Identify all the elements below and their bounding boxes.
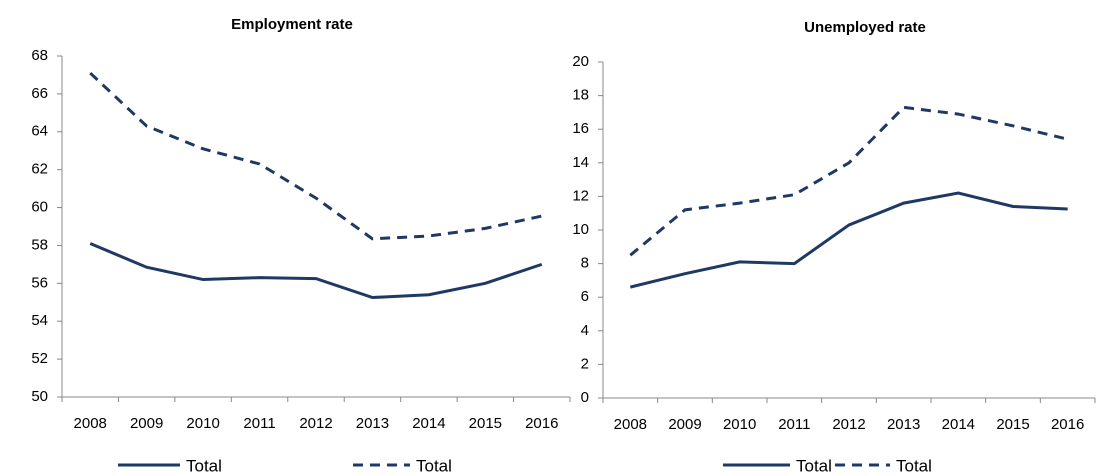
chart-title: Unemployed rate xyxy=(804,19,926,36)
series-line xyxy=(89,242,543,300)
y-tick-label: 56 xyxy=(31,274,48,291)
x-tick-label: 2008 xyxy=(614,416,647,433)
y-tick-label: 58 xyxy=(31,236,48,253)
x-tick-label: 2010 xyxy=(723,416,756,433)
x-tick-label: 2008 xyxy=(74,415,107,432)
x-tick-label: 2013 xyxy=(356,415,389,432)
legend-label: Total xyxy=(186,456,222,475)
y-tick-label: 62 xyxy=(31,161,48,178)
x-tick-label: 2010 xyxy=(186,415,219,432)
y-tick-label: 50 xyxy=(31,388,48,405)
x-tick-label: 2011 xyxy=(243,415,275,432)
y-tick-label: 10 xyxy=(572,221,589,238)
x-tick-label: 2014 xyxy=(412,415,445,432)
y-tick-label: 6 xyxy=(581,288,589,305)
series-line xyxy=(629,191,1068,289)
y-tick-label: 14 xyxy=(572,154,589,171)
y-tick-label: 60 xyxy=(31,199,48,216)
x-tick-label: 2016 xyxy=(525,415,558,432)
series-line xyxy=(629,105,1069,257)
legend-label: Total xyxy=(796,456,832,475)
legend-label: Total xyxy=(416,456,452,475)
y-tick-label: 64 xyxy=(31,123,48,140)
x-tick-label: 2013 xyxy=(887,416,920,433)
x-tick-label: 2015 xyxy=(469,415,502,432)
legend-label: Total xyxy=(896,456,932,475)
y-tick-label: 20 xyxy=(572,53,589,70)
y-tick-label: 2 xyxy=(581,355,589,372)
x-tick-label: 2012 xyxy=(299,415,332,432)
y-tick-label: 68 xyxy=(31,47,48,64)
y-tick-label: 16 xyxy=(572,120,589,137)
y-tick-label: 52 xyxy=(31,350,48,367)
y-tick-label: 18 xyxy=(572,87,589,104)
y-tick-label: 0 xyxy=(581,389,589,406)
x-tick-label: 2014 xyxy=(942,416,975,433)
x-tick-label: 2009 xyxy=(130,415,163,432)
y-tick-label: 66 xyxy=(31,85,48,102)
y-tick-label: 4 xyxy=(581,322,589,339)
x-tick-label: 2009 xyxy=(668,416,701,433)
y-tick-label: 8 xyxy=(581,255,589,272)
chart-title: Employment rate xyxy=(231,16,353,33)
series-line xyxy=(89,71,543,241)
y-tick-label: 54 xyxy=(31,312,48,329)
x-tick-label: 2012 xyxy=(832,416,865,433)
x-tick-label: 2016 xyxy=(1051,416,1084,433)
x-tick-label: 2011 xyxy=(778,416,810,433)
x-tick-label: 2015 xyxy=(996,416,1029,433)
y-tick-label: 12 xyxy=(572,187,589,204)
